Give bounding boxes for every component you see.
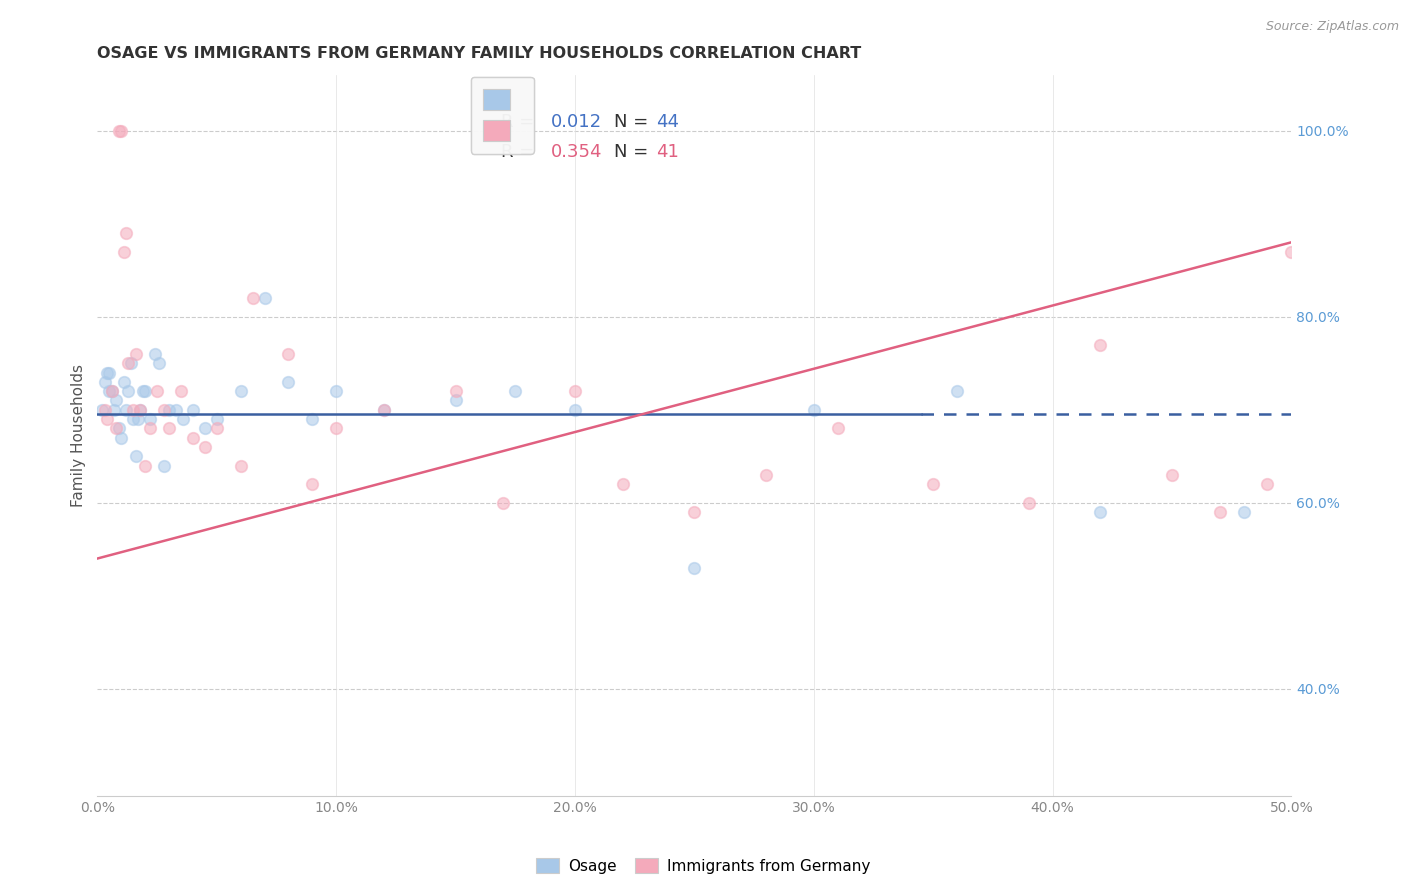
Point <box>1161 467 1184 482</box>
Legend: , : , <box>471 77 534 153</box>
Point <box>170 384 193 398</box>
Point <box>139 421 162 435</box>
Point <box>1090 337 1112 351</box>
Point <box>277 347 299 361</box>
Point <box>105 421 128 435</box>
Point <box>503 384 526 398</box>
Point <box>194 440 217 454</box>
Point <box>157 402 180 417</box>
Point <box>143 347 166 361</box>
Point <box>115 402 138 417</box>
Point <box>120 356 142 370</box>
Point <box>1018 496 1040 510</box>
Point <box>132 384 155 398</box>
Point <box>229 384 252 398</box>
Point <box>122 402 145 417</box>
Text: 44: 44 <box>657 112 679 131</box>
Text: R =: R = <box>501 143 534 161</box>
Point <box>301 477 323 491</box>
Point <box>108 421 131 435</box>
Point <box>181 431 204 445</box>
Point <box>134 458 156 473</box>
Point <box>683 505 706 519</box>
Point <box>91 402 114 417</box>
Point <box>139 412 162 426</box>
Point <box>946 384 969 398</box>
Point <box>277 375 299 389</box>
Point <box>96 412 118 426</box>
Point <box>242 291 264 305</box>
Point <box>373 402 395 417</box>
Point <box>755 467 778 482</box>
Point <box>301 412 323 426</box>
Point <box>153 458 176 473</box>
Point <box>112 244 135 259</box>
Point <box>98 384 121 398</box>
Point <box>96 366 118 380</box>
Point <box>93 375 115 389</box>
Point <box>122 412 145 426</box>
Point <box>325 421 347 435</box>
Point <box>148 356 170 370</box>
Point <box>922 477 945 491</box>
Point <box>612 477 634 491</box>
Point <box>124 347 146 361</box>
Point <box>1279 244 1302 259</box>
Text: N =: N = <box>614 143 648 161</box>
Point <box>1208 505 1230 519</box>
Point <box>1090 505 1112 519</box>
Point <box>1232 505 1254 519</box>
Point <box>93 402 115 417</box>
Point <box>105 393 128 408</box>
Point <box>127 412 149 426</box>
Point <box>229 458 252 473</box>
Point <box>117 384 139 398</box>
Point <box>134 384 156 398</box>
Y-axis label: Family Households: Family Households <box>72 364 86 507</box>
Point <box>153 402 176 417</box>
Point <box>194 421 217 435</box>
Point <box>117 356 139 370</box>
Point <box>146 384 169 398</box>
Point <box>108 124 131 138</box>
Point <box>325 384 347 398</box>
Point <box>373 402 395 417</box>
Legend: Osage, Immigrants from Germany: Osage, Immigrants from Germany <box>530 852 876 880</box>
Point <box>157 421 180 435</box>
Point <box>803 402 825 417</box>
Point <box>683 561 706 575</box>
Text: 0.354: 0.354 <box>551 143 603 161</box>
Point <box>1256 477 1278 491</box>
Point <box>100 384 122 398</box>
Point <box>129 402 152 417</box>
Point <box>564 384 586 398</box>
Point <box>112 375 135 389</box>
Point <box>98 366 121 380</box>
Point <box>100 384 122 398</box>
Text: OSAGE VS IMMIGRANTS FROM GERMANY FAMILY HOUSEHOLDS CORRELATION CHART: OSAGE VS IMMIGRANTS FROM GERMANY FAMILY … <box>97 46 862 62</box>
Point <box>103 402 125 417</box>
Point <box>124 449 146 463</box>
Text: Source: ZipAtlas.com: Source: ZipAtlas.com <box>1265 20 1399 33</box>
Point <box>444 384 467 398</box>
Point <box>205 421 228 435</box>
Text: 41: 41 <box>657 143 679 161</box>
Point <box>110 124 132 138</box>
Point <box>115 226 138 240</box>
Text: N =: N = <box>614 112 648 131</box>
Text: 0.012: 0.012 <box>551 112 602 131</box>
Point <box>205 412 228 426</box>
Point <box>827 421 849 435</box>
Point <box>181 402 204 417</box>
Point <box>444 393 467 408</box>
Point <box>165 402 187 417</box>
Point <box>253 291 276 305</box>
Point <box>564 402 586 417</box>
Text: R =: R = <box>501 112 534 131</box>
Point <box>492 496 515 510</box>
Point <box>129 402 152 417</box>
Point <box>110 431 132 445</box>
Point <box>172 412 194 426</box>
